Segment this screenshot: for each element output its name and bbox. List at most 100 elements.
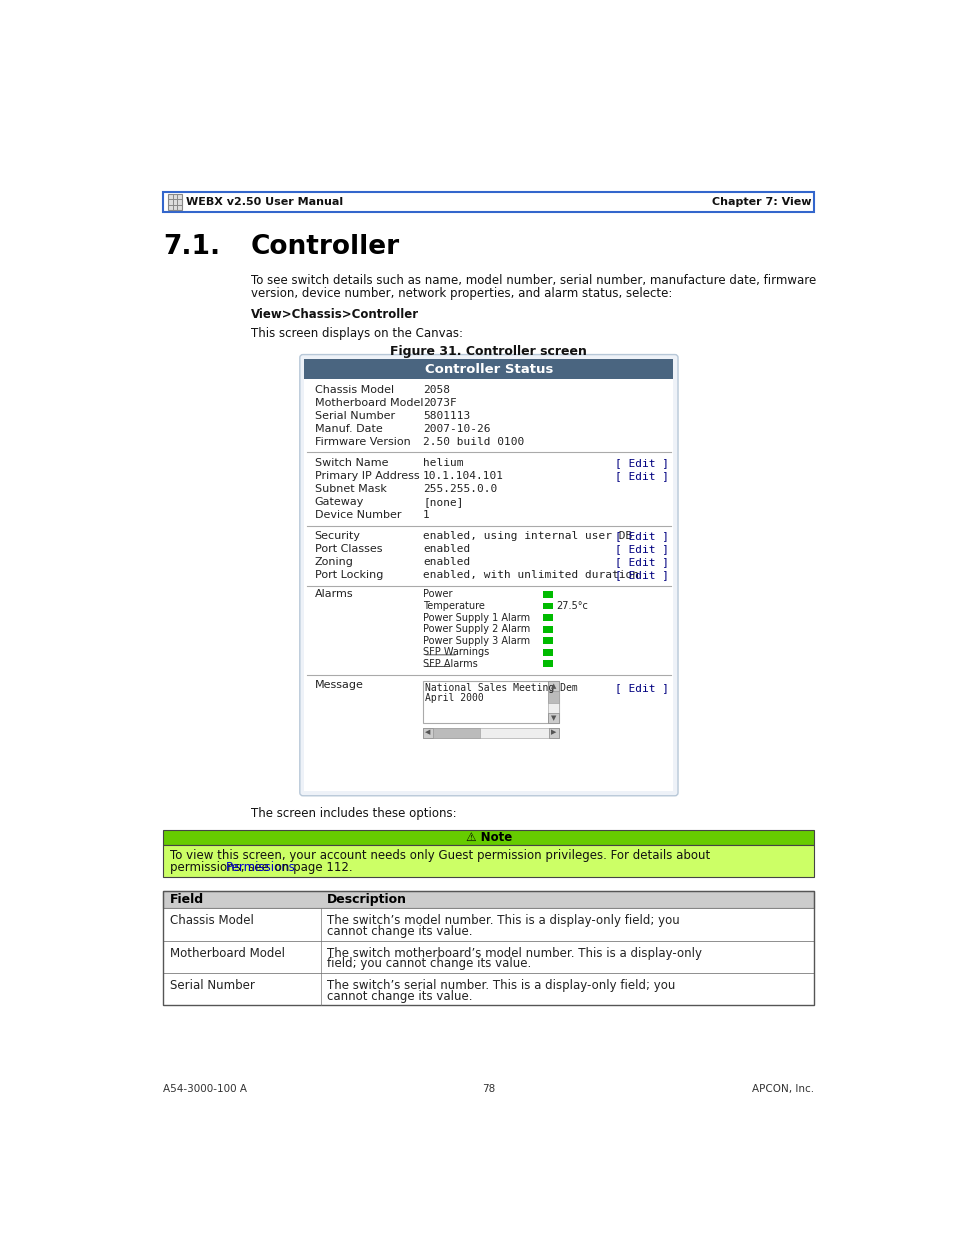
Text: 7.1.: 7.1. [163, 235, 220, 261]
Bar [547, 714, 558, 724]
Text: cannot change its value.: cannot change its value. [327, 989, 472, 1003]
Bar [542, 592, 553, 598]
Bar [547, 680, 558, 692]
Bar [548, 727, 558, 739]
Text: Port Locking: Port Locking [314, 571, 382, 580]
Text: ▲: ▲ [550, 683, 556, 689]
Bar [163, 193, 814, 212]
Text: [ Edit ]: [ Edit ] [614, 531, 668, 541]
Text: Manuf. Date: Manuf. Date [314, 424, 382, 433]
Text: Serial Number: Serial Number [170, 979, 254, 992]
Text: APCON, Inc.: APCON, Inc. [752, 1084, 814, 1094]
Text: [ Edit ]: [ Edit ] [614, 543, 668, 555]
Bar [304, 379, 673, 792]
Text: April 2000: April 2000 [425, 693, 483, 703]
Text: [ Edit ]: [ Edit ] [614, 458, 668, 468]
Text: National Sales Meeting Dem: National Sales Meeting Dem [425, 683, 578, 693]
Text: To view this screen, your account needs only Guest permission privileges. For de: To view this screen, your account needs … [170, 848, 709, 862]
Text: Power Supply 1 Alarm: Power Supply 1 Alarm [422, 613, 530, 622]
Text: version, device number, network properties, and alarm status, selecte:: version, device number, network properti… [251, 287, 672, 300]
Text: 2.50 build 0100: 2.50 build 0100 [422, 437, 524, 447]
Text: This screen displays on the Canvas:: This screen displays on the Canvas: [251, 327, 462, 340]
Bar [304, 359, 673, 379]
Bar [163, 892, 814, 1005]
Text: Motherboard Model: Motherboard Model [170, 947, 284, 960]
Text: The switch’s model number. This is a display-only field; you: The switch’s model number. This is a dis… [327, 914, 679, 927]
Text: 255.255.0.0: 255.255.0.0 [422, 484, 497, 494]
Text: View>Chassis>Controller: View>Chassis>Controller [251, 308, 418, 321]
Text: Controller Status: Controller Status [424, 363, 553, 375]
Text: Alarms: Alarms [314, 589, 353, 599]
Text: Power: Power [422, 589, 452, 599]
Text: 5801113: 5801113 [422, 411, 470, 421]
Bar [422, 680, 558, 724]
Text: 10.1.104.101: 10.1.104.101 [422, 471, 503, 480]
Bar [163, 892, 814, 908]
Text: Power Supply 3 Alarm: Power Supply 3 Alarm [422, 636, 530, 646]
Bar [542, 648, 553, 656]
Text: [ Edit ]: [ Edit ] [614, 471, 668, 480]
Text: Description: Description [327, 893, 407, 906]
Text: 78: 78 [482, 1084, 495, 1094]
Text: Figure 31. Controller screen: Figure 31. Controller screen [390, 345, 587, 358]
Text: Switch Name: Switch Name [314, 458, 388, 468]
Text: [ Edit ]: [ Edit ] [614, 571, 668, 580]
Bar [163, 908, 814, 941]
Text: Firmware Version: Firmware Version [314, 437, 410, 447]
Bar [422, 727, 433, 739]
Text: field; you cannot change its value.: field; you cannot change its value. [327, 957, 531, 971]
Text: SFP Alarms: SFP Alarms [422, 658, 477, 668]
Text: A54-3000-100 A: A54-3000-100 A [163, 1084, 247, 1094]
Text: Zoning: Zoning [314, 557, 353, 567]
Text: Serial Number: Serial Number [314, 411, 395, 421]
Text: 2007-10-26: 2007-10-26 [422, 424, 490, 433]
Text: 2058: 2058 [422, 384, 450, 395]
Text: cannot change its value.: cannot change its value. [327, 925, 472, 939]
Text: Permissions: Permissions [226, 861, 295, 874]
Text: [none]: [none] [422, 496, 463, 508]
Text: SFP Warnings: SFP Warnings [422, 647, 489, 657]
Bar [163, 845, 814, 877]
Text: ⚠ Note: ⚠ Note [465, 831, 512, 844]
Text: enabled, with unlimited duration: enabled, with unlimited duration [422, 571, 639, 580]
Bar [168, 194, 182, 210]
Text: 2073F: 2073F [422, 398, 456, 408]
FancyBboxPatch shape [299, 354, 678, 795]
Bar [163, 973, 814, 1005]
Text: ▶: ▶ [551, 730, 557, 736]
Text: 1: 1 [422, 510, 430, 520]
Text: on page 112.: on page 112. [271, 861, 353, 874]
Bar [422, 727, 558, 739]
Text: The switch’s serial number. This is a display-only field; you: The switch’s serial number. This is a di… [327, 979, 675, 992]
Text: To see switch details such as name, model number, serial number, manufacture dat: To see switch details such as name, mode… [251, 274, 816, 287]
Text: enabled, using internal user DB: enabled, using internal user DB [422, 531, 632, 541]
Text: Security: Security [314, 531, 360, 541]
Text: enabled: enabled [422, 557, 470, 567]
Text: ▼: ▼ [550, 715, 556, 721]
Text: Chassis Model: Chassis Model [170, 914, 253, 927]
Text: Field: Field [170, 893, 204, 906]
Text: permissions, see: permissions, see [170, 861, 272, 874]
Text: Port Classes: Port Classes [314, 543, 381, 555]
Text: [ Edit ]: [ Edit ] [614, 557, 668, 567]
Text: enabled: enabled [422, 543, 470, 555]
Text: helium: helium [422, 458, 463, 468]
Text: ◀: ◀ [425, 730, 430, 736]
Bar [542, 661, 553, 667]
Bar [542, 626, 553, 632]
Text: Chassis Model: Chassis Model [314, 384, 394, 395]
Bar [547, 680, 558, 724]
Text: Chapter 7: View: Chapter 7: View [711, 198, 810, 207]
Bar [542, 614, 553, 621]
Bar [542, 603, 553, 609]
Bar [547, 692, 558, 704]
Text: Temperature: Temperature [422, 601, 484, 611]
Text: 27.5°c: 27.5°c [556, 601, 588, 611]
Text: Message: Message [314, 679, 363, 689]
Text: Gateway: Gateway [314, 496, 363, 508]
Text: WEBX v2.50 User Manual: WEBX v2.50 User Manual [186, 198, 343, 207]
Text: Motherboard Model: Motherboard Model [314, 398, 422, 408]
Text: [ Edit ]: [ Edit ] [614, 683, 668, 693]
Text: Primary IP Address: Primary IP Address [314, 471, 418, 480]
Text: The switch motherboard’s model number. This is a display-only: The switch motherboard’s model number. T… [327, 947, 701, 960]
